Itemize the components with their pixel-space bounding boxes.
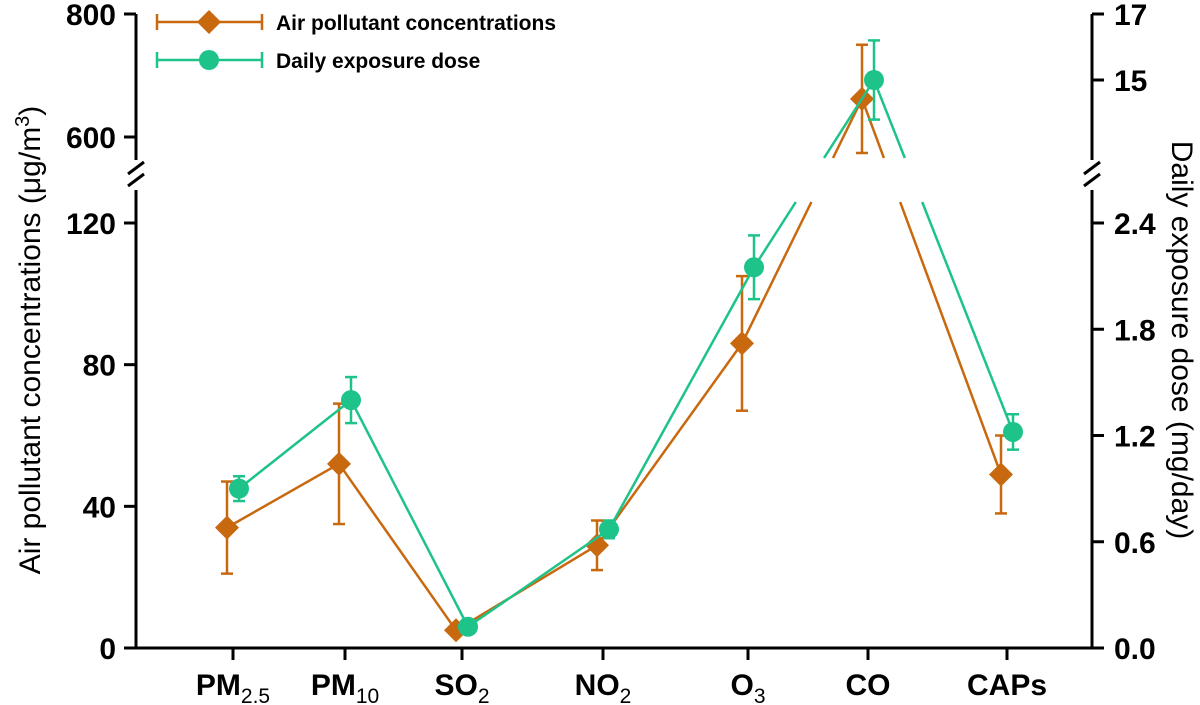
right-axis-tick-label: 1.2 — [1114, 421, 1156, 454]
right-axis-tick-label: 0.6 — [1114, 527, 1156, 560]
data-point-circle — [744, 257, 764, 278]
series-line-segment — [860, 98, 886, 159]
left-axis-title: Air pollutant concentrations (μg/m3) — [12, 106, 47, 575]
series-line-segment — [226, 462, 340, 529]
left-axis-tick-label: 40 — [83, 491, 116, 524]
left-axis-tick-label: 800 — [66, 0, 116, 32]
legend-label-concentration: Air pollutant concentrations — [276, 12, 556, 35]
right-axis-title: Daily exposure dose (mg/day) — [1165, 141, 1198, 540]
legend-diamond-marker — [197, 10, 221, 34]
x-category-label: SO2 — [434, 669, 489, 705]
right-axis-break-mark-1 — [1083, 172, 1101, 188]
series-line-segment — [337, 463, 458, 632]
x-category-label: CO — [846, 669, 891, 702]
series-line-segment — [752, 201, 797, 268]
series-line-segment — [831, 98, 864, 159]
left-axis-tick-label: 120 — [66, 208, 116, 241]
x-category-label: O3 — [730, 669, 765, 705]
series-line-segment — [467, 528, 610, 628]
series-line-segment — [898, 201, 1003, 475]
series-line-segment — [238, 399, 352, 490]
data-point-diamond — [730, 331, 754, 356]
right-axis-tick-label: 1.8 — [1114, 314, 1156, 347]
right-axis-tick-label: 17 — [1114, 0, 1147, 32]
series-line-segment — [872, 79, 906, 159]
legend-circle-marker — [199, 50, 219, 70]
legend-label-dose: Daily exposure dose — [276, 50, 480, 73]
series-concentration — [215, 43, 1013, 643]
x-category-label: PM2.5 — [196, 669, 270, 705]
left-axis-tick-label: 0 — [99, 633, 116, 666]
data-point-circle — [458, 616, 478, 637]
data-point-diamond — [215, 515, 239, 540]
left-axis-tick-label: 600 — [66, 122, 116, 155]
data-point-circle — [864, 70, 884, 90]
series-line-segment — [595, 342, 744, 547]
series-line-segment — [607, 266, 756, 530]
x-category-label: CAPs — [967, 669, 1047, 702]
series-line-segment — [349, 399, 470, 628]
data-point-circle — [599, 519, 619, 540]
left-axis-break-mark-1 — [127, 172, 145, 188]
series-line-segment — [740, 201, 813, 344]
data-point-circle — [341, 390, 361, 411]
series-line-segment — [822, 79, 876, 159]
series-dose — [229, 39, 1023, 637]
right-axis-break-mark-2 — [1083, 160, 1101, 176]
right-axis-tick-label: 0.0 — [1114, 633, 1156, 666]
series-lines — [215, 39, 1023, 643]
legend: Air pollutant concentrations Daily expos… — [155, 10, 556, 73]
right-axis-tick-label: 2.4 — [1114, 208, 1156, 241]
axes: 0 40 80 120 600 800 0.0 0.6 1.2 1.8 2.4 15 17 PM2.5 PM… — [66, 0, 1156, 705]
x-category-label: NO2 — [575, 669, 632, 705]
data-point-diamond — [327, 451, 351, 476]
left-axis-tick-label: 80 — [83, 350, 116, 383]
right-axis-tick-label: 15 — [1114, 65, 1147, 98]
data-point-circle — [229, 478, 249, 499]
series-line-segment — [921, 201, 1015, 433]
x-category-label: PM10 — [311, 669, 379, 705]
data-point-circle — [1003, 421, 1023, 442]
data-point-diamond — [989, 462, 1013, 487]
left-axis-break-mark-2 — [127, 160, 145, 176]
